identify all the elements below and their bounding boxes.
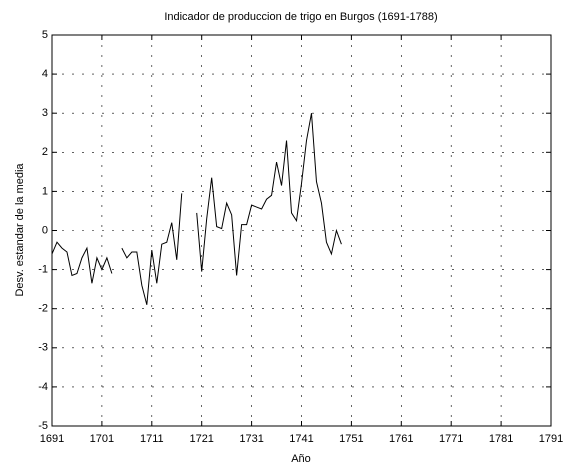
- y-tick-label: 2: [42, 146, 48, 158]
- x-tick-label: 1751: [339, 433, 363, 445]
- y-tick-label: -2: [38, 303, 48, 315]
- x-tick-label: 1691: [40, 433, 64, 445]
- y-tick-label: -3: [38, 342, 48, 354]
- x-tick-label: 1791: [539, 433, 563, 445]
- plot-frame: [51, 34, 552, 427]
- x-tick-label: 1741: [289, 433, 313, 445]
- x-tick-label: 1731: [239, 433, 263, 445]
- data-line: [51, 241, 113, 284]
- x-tick-label: 1781: [489, 433, 513, 445]
- y-tick-label: -1: [38, 264, 48, 276]
- data-line: [196, 113, 342, 276]
- y-tick-label: 4: [42, 68, 48, 80]
- x-tick-label: 1761: [389, 433, 413, 445]
- x-tick-label: 1721: [189, 433, 213, 445]
- x-tick-label: 1711: [140, 433, 164, 445]
- y-tick-label: 0: [42, 224, 48, 236]
- y-tick-label: -4: [38, 381, 48, 393]
- y-tick-label: 3: [42, 107, 48, 119]
- y-tick-label: 1: [42, 185, 48, 197]
- chart-title: Indicador de produccion de trigo en Burg…: [164, 11, 437, 23]
- y-tick-label: 5: [42, 29, 48, 41]
- x-tick-label: 1771: [439, 433, 463, 445]
- x-tick-label: 1701: [90, 433, 114, 445]
- y-axis-label: Desv. estandar de la media: [14, 163, 26, 297]
- x-axis-label: Año: [291, 453, 311, 465]
- data-line: [121, 193, 183, 305]
- y-tick-label: -5: [38, 420, 48, 432]
